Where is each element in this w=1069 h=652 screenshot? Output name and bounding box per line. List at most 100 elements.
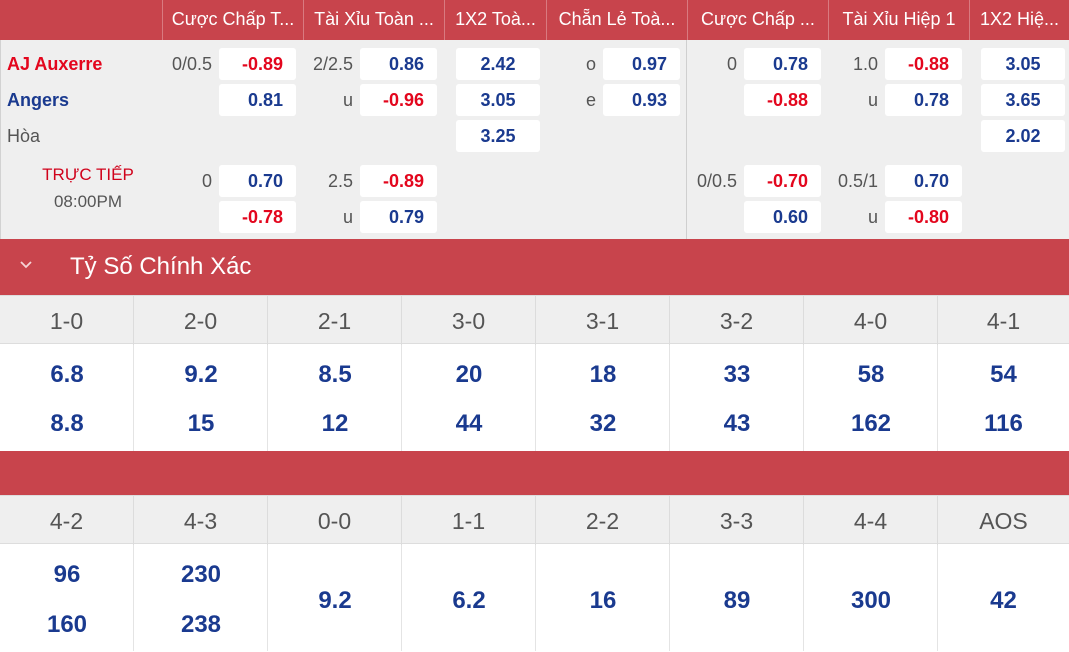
match-time: 08:00PM: [53, 192, 123, 211]
odds-cell[interactable]: 0.86: [360, 48, 437, 80]
score-header-a: 1-0 2-0 2-1 3-0 3-1 3-2 4-0 4-1: [0, 295, 1069, 345]
score-body-b: 96 160 230 238 9.2 6.2 16 89 300 42: [0, 545, 1069, 651]
under-label: u: [342, 207, 353, 227]
score-odds[interactable]: 20: [455, 361, 483, 388]
score-label: 3-0: [402, 296, 536, 345]
odds-cell[interactable]: 3.25: [456, 120, 540, 152]
odds-cell[interactable]: -0.78: [219, 201, 296, 233]
score-odds[interactable]: 160: [46, 611, 88, 638]
col-odd-even-full[interactable]: Chẵn Lẻ Toà...: [546, 0, 687, 40]
score-odds[interactable]: 15: [187, 410, 215, 437]
score-label: 0-0: [268, 496, 402, 545]
score-odds[interactable]: 32: [589, 410, 617, 437]
col-over-under-half[interactable]: Tài Xỉu Hiệp 1: [828, 0, 969, 40]
score-odds[interactable]: 96: [53, 561, 81, 588]
score-odds[interactable]: 8.5: [318, 361, 352, 388]
score-odds[interactable]: 238: [180, 611, 222, 638]
odds-cell[interactable]: 0.70: [885, 165, 962, 197]
col-1x2-full[interactable]: 1X2 Toà...: [444, 0, 546, 40]
ou-line: 0.5/1: [837, 171, 878, 191]
odds-cell[interactable]: 0.78: [744, 48, 821, 80]
hdp-line: 0: [201, 171, 212, 191]
col-handicap-full[interactable]: Cược Chấp T...: [162, 0, 303, 40]
chevron-down-icon[interactable]: [18, 257, 34, 273]
odds-cell[interactable]: -0.88: [885, 48, 962, 80]
score-odds[interactable]: 6.2: [452, 587, 486, 614]
score-label: 3-1: [536, 296, 670, 345]
score-odds[interactable]: 44: [455, 410, 483, 437]
hdp-line: 0: [726, 54, 737, 74]
home-team[interactable]: AJ Auxerre: [7, 54, 103, 74]
score-odds[interactable]: 54: [990, 361, 1017, 388]
odds-cell[interactable]: -0.70: [744, 165, 821, 197]
away-team[interactable]: Angers: [7, 90, 70, 110]
score-label: 2-2: [536, 496, 670, 545]
score-odds[interactable]: 42: [990, 587, 1017, 614]
score-odds[interactable]: 9.2: [318, 587, 352, 614]
score-label: 2-0: [134, 296, 268, 345]
score-label: 2-1: [268, 296, 402, 345]
odds-cell[interactable]: 3.05: [456, 84, 540, 116]
odds-cell[interactable]: -0.89: [219, 48, 296, 80]
half-divider: [686, 40, 687, 239]
score-body-a: 6.8 8.8 9.2 15 8.5 12 20 44 18 32 33 43 58 162 …: [0, 345, 1069, 451]
hdp-line: 0/0.5: [696, 171, 737, 191]
col-1x2-half[interactable]: 1X2 Hiệ...: [969, 0, 1069, 40]
live-status: TRỰC TIẾP: [42, 165, 134, 184]
score-odds[interactable]: 18: [589, 361, 617, 388]
score-header-b: 4-2 4-3 0-0 1-1 2-2 3-3 4-4 AOS: [0, 495, 1069, 545]
score-odds[interactable]: 33: [723, 361, 751, 388]
score-label: 1-0: [0, 296, 134, 345]
ou-line: 2/2.5: [312, 54, 353, 74]
correct-score-section[interactable]: Tỷ Số Chính Xác: [0, 239, 1069, 295]
score-label: AOS: [979, 508, 1028, 534]
score-odds[interactable]: 6.8: [50, 361, 84, 388]
score-label: 4-4: [804, 496, 938, 545]
odd-label: o: [585, 54, 596, 74]
score-odds[interactable]: 43: [723, 410, 751, 437]
col-handicap-half[interactable]: Cược Chấp ...: [687, 0, 828, 40]
score-odds[interactable]: 8.8: [50, 410, 84, 437]
odds-cell[interactable]: 0.78: [885, 84, 962, 116]
odds-cell[interactable]: 0.93: [603, 84, 680, 116]
odds-cell[interactable]: 2.02: [981, 120, 1065, 152]
odds-cell[interactable]: 2.42: [456, 48, 540, 80]
score-label: 3-2: [670, 296, 804, 345]
draw-label: Hòa: [7, 126, 41, 146]
score-odds[interactable]: 300: [850, 587, 892, 614]
odds-cell[interactable]: -0.88: [744, 84, 821, 116]
odds-cell[interactable]: 0.70: [219, 165, 296, 197]
col-over-under-full[interactable]: Tài Xỉu Toàn ...: [303, 0, 444, 40]
odds-cell[interactable]: -0.89: [360, 165, 437, 197]
ou-line: 2.5: [327, 171, 353, 191]
score-odds[interactable]: 16: [589, 587, 617, 614]
odds-cell[interactable]: 0.60: [744, 201, 821, 233]
odds-cell[interactable]: 3.05: [981, 48, 1065, 80]
score-odds[interactable]: 162: [850, 410, 892, 437]
score-odds[interactable]: 12: [321, 410, 349, 437]
odds-cell[interactable]: -0.80: [885, 201, 962, 233]
score-label: 4-2: [0, 496, 134, 545]
score-odds[interactable]: 116: [984, 410, 1023, 437]
score-label: 4-0: [804, 296, 938, 345]
hdp-line: 0/0.5: [171, 54, 212, 74]
score-odds[interactable]: 58: [857, 361, 885, 388]
odds-cell[interactable]: 0.81: [219, 84, 296, 116]
odds-cell[interactable]: 3.65: [981, 84, 1065, 116]
score-odds[interactable]: 89: [723, 587, 751, 614]
odds-cell[interactable]: -0.96: [360, 84, 437, 116]
score-label: 1-1: [402, 496, 536, 545]
score-label: 4-3: [134, 496, 268, 545]
section-spacer: [0, 451, 1069, 495]
odds-cell[interactable]: 0.97: [603, 48, 680, 80]
score-odds[interactable]: 9.2: [184, 361, 218, 388]
under-label: u: [867, 90, 878, 110]
score-label: 3-3: [670, 496, 804, 545]
market-header: Cược Chấp T... Tài Xỉu Toàn ... 1X2 Toà.…: [0, 0, 1069, 40]
odds-cell[interactable]: 0.79: [360, 201, 437, 233]
score-odds[interactable]: 230: [180, 561, 222, 588]
under-label: u: [867, 207, 878, 227]
under-label: u: [342, 90, 353, 110]
ou-line: 1.0: [852, 54, 878, 74]
score-label: 4-1: [986, 308, 1021, 334]
